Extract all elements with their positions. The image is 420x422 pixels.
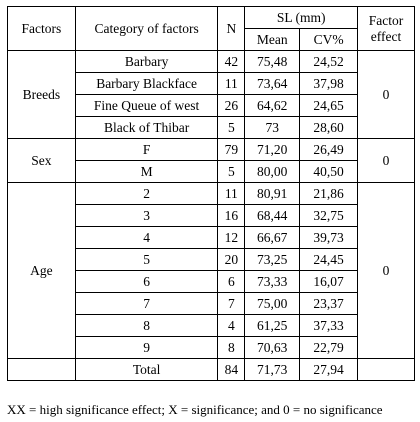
table-row: 4 12 66,67 39,73 (8, 226, 415, 249)
category-cell: Fine Queue of west (74, 94, 219, 117)
category-cell: 4 (74, 226, 219, 249)
cv-cell: 16,07 (299, 270, 359, 293)
n-cell: 42 (217, 50, 246, 73)
total-row: Total 84 71,73 27,94 (7, 358, 415, 381)
effect-cell: 0 (357, 182, 415, 359)
mean-cell: 73,64 (244, 72, 301, 95)
total-cv: 27,94 (299, 358, 359, 381)
category-cell: 2 (74, 182, 219, 205)
mean-cell: 70,63 (244, 336, 301, 359)
n-cell: 16 (217, 204, 246, 227)
cv-cell: 26,49 (299, 138, 359, 161)
mean-cell: 64,62 (244, 94, 301, 117)
table-row: Age 2 11 80,91 21,86 0 (7, 182, 415, 359)
cv-cell: 37,33 (299, 314, 359, 337)
mean-cell: 80,91 (244, 182, 301, 205)
header-sl: SL (mm) (244, 6, 359, 29)
total-empty-cell (7, 358, 76, 381)
category-cell: 9 (74, 336, 219, 359)
n-cell: 12 (217, 226, 246, 249)
category-cell: 6 (74, 270, 219, 293)
header-effect-line1: Factor (368, 12, 404, 28)
mean-cell: 61,25 (244, 314, 301, 337)
mean-cell: 73 (244, 116, 301, 139)
total-effect-empty (357, 358, 415, 381)
mean-cell: 73,25 (244, 248, 301, 271)
sl-factors-table: Factors Category of factors N SL (mm) Fa… (7, 6, 415, 381)
factor-cell: Age (7, 182, 76, 359)
cv-cell: 23,37 (299, 292, 359, 315)
effect-cell: 0 (357, 138, 415, 183)
n-cell: 8 (217, 336, 246, 359)
table-row: Sex F 79 71,20 26,49 0 (7, 138, 415, 183)
header-category: Category of factors (74, 6, 219, 51)
cv-cell: 37,98 (299, 72, 359, 95)
header-n: N (217, 6, 246, 51)
total-mean: 71,73 (244, 358, 301, 381)
mean-cell: 66,67 (244, 226, 301, 249)
mean-cell: 68,44 (244, 204, 301, 227)
n-cell: 11 (217, 72, 246, 95)
cv-cell: 32,75 (299, 204, 359, 227)
cv-cell: 28,60 (299, 116, 359, 139)
header-factor-effect: Factor effect (357, 6, 415, 51)
header-effect-line2: effect (370, 28, 402, 44)
mean-cell: 75,00 (244, 292, 301, 315)
category-cell: Barbary (74, 50, 219, 73)
header-factors: Factors (7, 6, 76, 51)
footnote: XX = high significance effect; X = signi… (7, 402, 383, 417)
factor-cell: Sex (7, 138, 76, 183)
total-n: 84 (217, 358, 246, 381)
header-cv: CV% (299, 28, 359, 51)
n-cell: 79 (217, 138, 246, 161)
category-cell: F (74, 138, 219, 161)
category-cell: M (74, 160, 219, 183)
n-cell: 11 (217, 182, 246, 205)
cv-cell: 24,52 (299, 50, 359, 73)
total-label: Total (74, 358, 219, 381)
header-mean: Mean (244, 28, 301, 51)
n-cell: 6 (217, 270, 246, 293)
table-row: Breeds Barbary 42 75,48 24,52 0 (7, 50, 415, 139)
cv-cell: 24,45 (299, 248, 359, 271)
factor-cell: Breeds (7, 50, 76, 139)
cv-cell: 24,65 (299, 94, 359, 117)
n-cell: 5 (217, 160, 246, 183)
mean-cell: 75,48 (244, 50, 301, 73)
cv-cell: 22,79 (299, 336, 359, 359)
category-cell: Barbary Blackface (74, 72, 219, 95)
mean-cell: 71,20 (244, 138, 301, 161)
effect-cell: 0 (357, 50, 415, 139)
category-cell: Black of Thibar (74, 116, 219, 139)
mean-cell: 80,00 (244, 160, 301, 183)
n-cell: 7 (217, 292, 246, 315)
category-cell: 8 (74, 314, 219, 337)
n-cell: 26 (217, 94, 246, 117)
n-cell: 20 (217, 248, 246, 271)
header-row-1: Factors Category of factors N SL (mm) Fa… (7, 6, 415, 51)
category-cell: 5 (74, 248, 219, 271)
cv-cell: 21,86 (299, 182, 359, 205)
category-cell: 3 (74, 204, 219, 227)
n-cell: 5 (217, 116, 246, 139)
category-cell: 7 (74, 292, 219, 315)
table-row: 5 20 73,25 24,45 (8, 248, 415, 271)
n-cell: 4 (217, 314, 246, 337)
cv-cell: 40,50 (299, 160, 359, 183)
cv-cell: 39,73 (299, 226, 359, 249)
mean-cell: 73,33 (244, 270, 301, 293)
